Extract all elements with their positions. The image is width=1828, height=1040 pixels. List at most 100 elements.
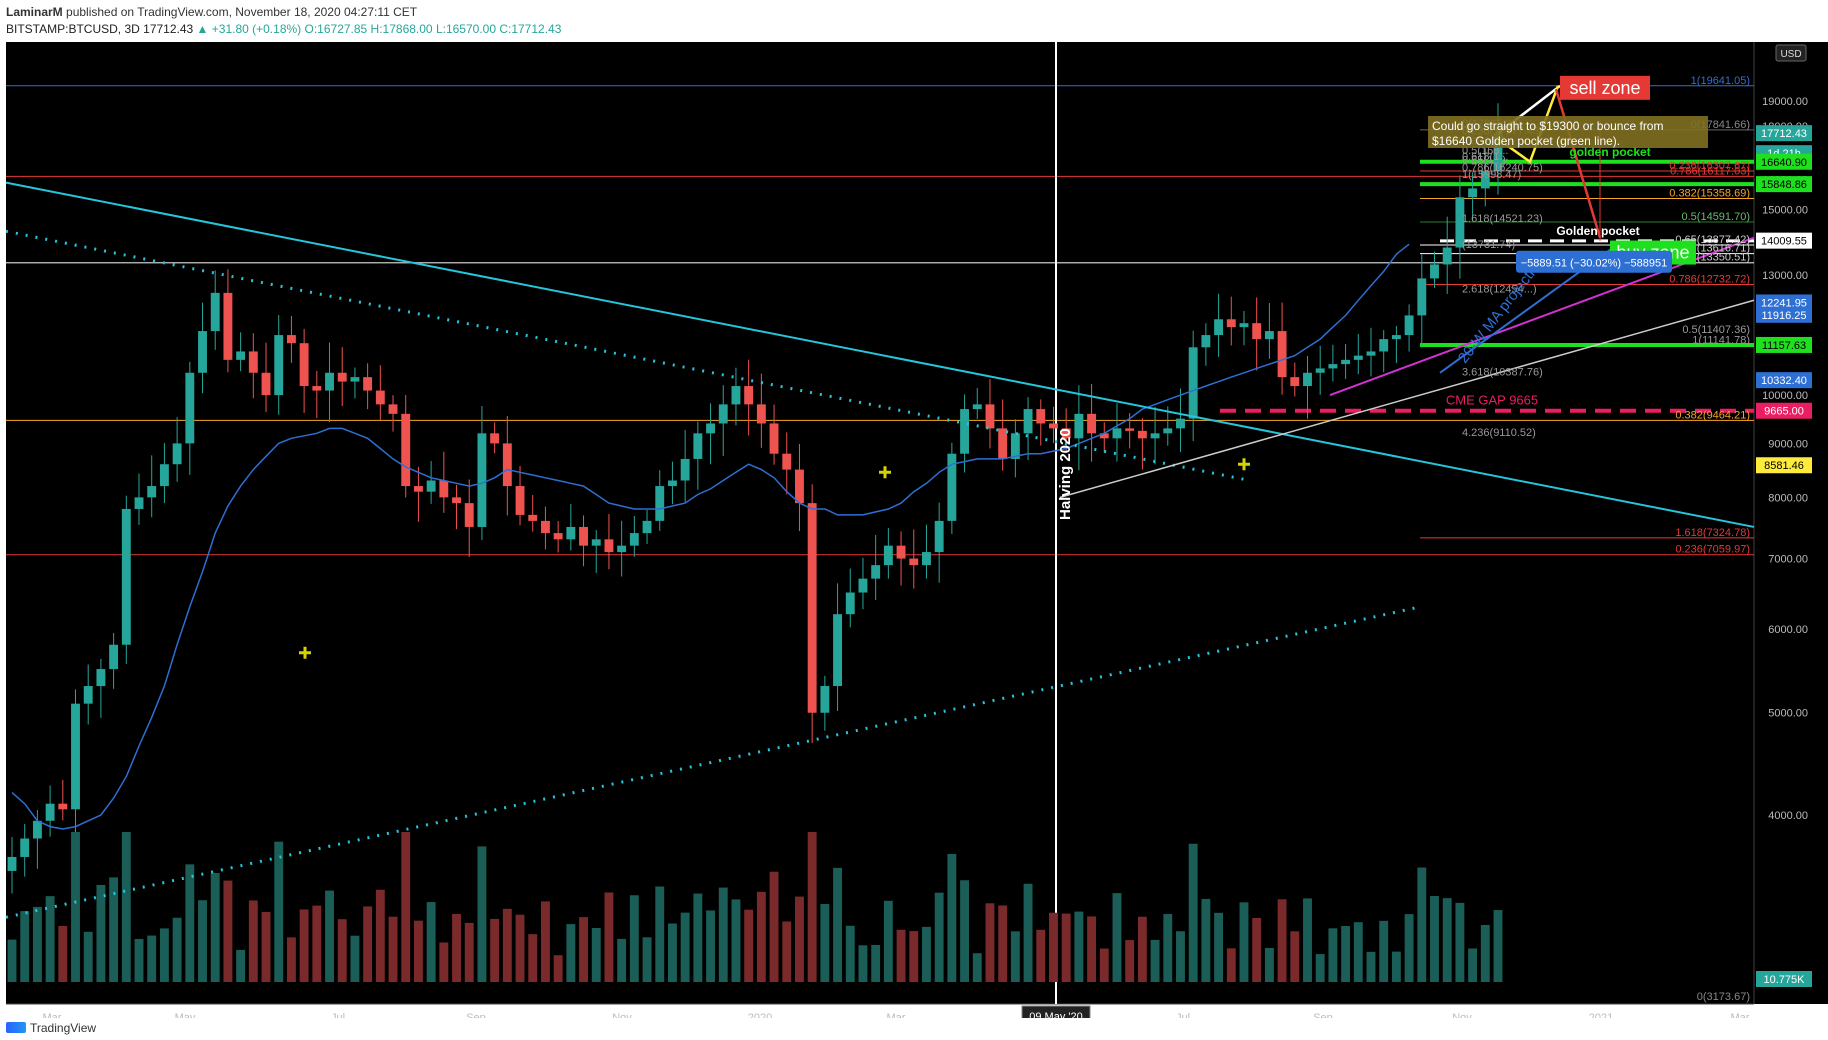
- candle-body[interactable]: [464, 503, 474, 527]
- candle-body[interactable]: [1125, 428, 1135, 431]
- candle-body[interactable]: [223, 292, 233, 360]
- currency-badge[interactable]: [1775, 44, 1807, 62]
- candle-body[interactable]: [642, 520, 652, 534]
- candle-body[interactable]: [1087, 413, 1097, 434]
- candle-body[interactable]: [248, 351, 258, 373]
- candle-body[interactable]: [439, 480, 449, 498]
- candle-body[interactable]: [375, 390, 385, 405]
- candle-body[interactable]: [96, 669, 106, 687]
- candle-body[interactable]: [540, 520, 550, 534]
- candle-body[interactable]: [896, 545, 906, 559]
- candle-body[interactable]: [922, 552, 931, 566]
- candle-body[interactable]: [833, 614, 843, 687]
- candle-body[interactable]: [629, 533, 639, 546]
- candle-body[interactable]: [1315, 368, 1325, 373]
- candle-body[interactable]: [1468, 188, 1478, 198]
- candle-body[interactable]: [947, 453, 957, 521]
- candle-body[interactable]: [782, 453, 792, 470]
- candle-body[interactable]: [604, 539, 614, 553]
- candle-body[interactable]: [795, 469, 804, 504]
- candle-body[interactable]: [1252, 323, 1262, 340]
- candle-body[interactable]: [286, 335, 296, 344]
- candle-body[interactable]: [731, 386, 741, 405]
- candle-body[interactable]: [1176, 418, 1185, 429]
- candle-body[interactable]: [807, 503, 817, 713]
- candle-body[interactable]: [960, 409, 970, 454]
- candle-body[interactable]: [693, 433, 703, 459]
- candle-body[interactable]: [1264, 331, 1274, 340]
- candle-body[interactable]: [109, 644, 119, 670]
- candle-body[interactable]: [883, 545, 893, 566]
- candle-body[interactable]: [1061, 428, 1071, 439]
- candle-body[interactable]: [337, 372, 347, 382]
- candle-body[interactable]: [1150, 433, 1160, 439]
- candle-body[interactable]: [972, 404, 982, 410]
- candle-body[interactable]: [388, 404, 398, 414]
- candle-body[interactable]: [1226, 319, 1236, 328]
- candle-body[interactable]: [1201, 335, 1211, 348]
- candle-body[interactable]: [1417, 278, 1427, 316]
- candle-body[interactable]: [58, 803, 68, 810]
- candle-body[interactable]: [452, 497, 461, 504]
- candle-body[interactable]: [985, 404, 995, 429]
- candle-body[interactable]: [1493, 133, 1503, 172]
- candle-body[interactable]: [1379, 339, 1389, 352]
- candle-body[interactable]: [210, 292, 220, 332]
- author-name[interactable]: LaminarM: [6, 5, 63, 19]
- candle-body[interactable]: [236, 351, 246, 360]
- candle-body[interactable]: [1099, 433, 1109, 439]
- price-chart[interactable]: 19000.0018000.0017000.0016000.0015000.00…: [0, 42, 1828, 1018]
- candle-body[interactable]: [363, 377, 373, 391]
- candle-body[interactable]: [769, 423, 779, 454]
- candle-body[interactable]: [998, 428, 1008, 459]
- candle-body[interactable]: [566, 526, 576, 540]
- candle-body[interactable]: [845, 592, 855, 615]
- candle-body[interactable]: [198, 331, 207, 373]
- candle-body[interactable]: [515, 486, 525, 515]
- candle-body[interactable]: [312, 386, 322, 391]
- candle-body[interactable]: [1353, 355, 1363, 360]
- candle-body[interactable]: [1188, 347, 1198, 419]
- candle-body[interactable]: [680, 458, 690, 481]
- candle-body[interactable]: [1404, 315, 1414, 336]
- candle-body[interactable]: [1290, 377, 1300, 387]
- candle-body[interactable]: [502, 443, 512, 487]
- candle-body[interactable]: [1430, 264, 1439, 279]
- candle-body[interactable]: [325, 372, 334, 391]
- candle-body[interactable]: [172, 443, 182, 465]
- candle-body[interactable]: [261, 372, 271, 396]
- candle-body[interactable]: [1303, 372, 1312, 387]
- candle-body[interactable]: [350, 377, 360, 382]
- candle-body[interactable]: [756, 404, 766, 424]
- candle-body[interactable]: [1442, 247, 1452, 265]
- candle-body[interactable]: [477, 433, 487, 527]
- candle-body[interactable]: [147, 486, 157, 498]
- candle-body[interactable]: [1074, 413, 1084, 439]
- candle-body[interactable]: [706, 423, 715, 434]
- candle-body[interactable]: [490, 433, 500, 444]
- candle-body[interactable]: [667, 480, 677, 487]
- candle-body[interactable]: [1239, 323, 1249, 328]
- candle-body[interactable]: [909, 558, 919, 566]
- candle-body[interactable]: [871, 565, 881, 579]
- candle-body[interactable]: [1391, 335, 1401, 340]
- candle-body[interactable]: [820, 686, 830, 713]
- candle-body[interactable]: [655, 486, 665, 521]
- candle-body[interactable]: [299, 343, 309, 387]
- candle-body[interactable]: [71, 703, 80, 810]
- candle-body[interactable]: [718, 404, 728, 424]
- candle-body[interactable]: [401, 413, 411, 487]
- candle-body[interactable]: [159, 464, 169, 487]
- candle-body[interactable]: [134, 497, 144, 509]
- candle-body[interactable]: [579, 526, 588, 546]
- candle-body[interactable]: [1036, 409, 1046, 424]
- candle-body[interactable]: [1049, 423, 1058, 429]
- candle-body[interactable]: [553, 533, 563, 540]
- candle-body[interactable]: [413, 486, 423, 492]
- candle-body[interactable]: [1277, 331, 1287, 378]
- tradingview-brand[interactable]: TradingView: [6, 1021, 96, 1035]
- candle-body[interactable]: [1366, 351, 1376, 356]
- candle-body[interactable]: [1163, 428, 1173, 434]
- candle-body[interactable]: [83, 686, 93, 704]
- candle-body[interactable]: [1023, 409, 1033, 434]
